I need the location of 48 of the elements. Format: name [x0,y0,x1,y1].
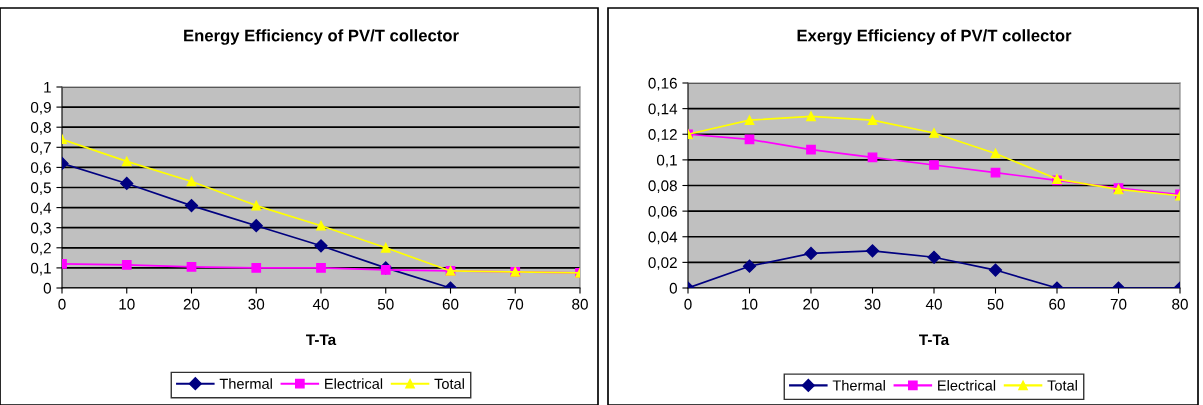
x-tick-label: 20 [803,298,819,310]
chart-title: Energy Efficiency of PV/T collector [184,29,459,45]
x-axis-title: T-Ta [306,334,337,346]
legend-label: Total [1047,379,1077,391]
y-tick-label: 0,12 [648,129,677,142]
y-tick-label: 0,1 [30,262,51,276]
legend-label: Thermal [832,379,885,391]
x-tick-label: 0 [684,298,692,310]
x-tick-label: 10 [119,298,135,310]
x-tick-label: 60 [1049,298,1065,310]
y-tick-label: 0,2 [30,242,51,256]
chart-title: Exergy Efficiency of PV/T collector [797,29,1072,45]
x-axis-title: T-Ta [919,334,950,346]
y-tick-label: 0,06 [648,205,677,219]
x-tick-label: 80 [1172,298,1188,310]
y-tick-label: 0,14 [648,103,678,117]
y-tick-label: 0,8 [30,122,51,135]
x-tick-label: 70 [507,298,524,310]
y-tick-label: 0,04 [648,231,678,245]
x-tick-label: 20 [183,298,200,310]
x-tick-label: 40 [312,298,329,310]
legend-label: Thermal [219,378,272,389]
y-tick-label: 0,7 [30,142,51,155]
y-tick-label: 0,1 [656,154,677,168]
y-tick-label: 0,02 [648,257,677,270]
legend-label: Electrical [938,379,996,391]
y-tick-label: 0,9 [30,101,51,115]
y-tick-label: 1 [44,82,51,93]
y-tick-label: 0,5 [30,182,51,195]
y-tick-label: 0,6 [30,162,51,175]
y-tick-label: 0,16 [648,77,677,91]
legend-label: Electrical [325,378,383,389]
y-tick-label: 0,3 [30,222,51,236]
y-tick-label: 0,08 [648,180,677,193]
x-tick-label: 50 [987,298,1004,310]
legend-label: Total [434,378,464,389]
y-tick-label: 0 [43,282,51,294]
x-tick-label: 10 [742,298,758,310]
x-tick-label: 80 [572,298,588,310]
x-tick-label: 60 [442,298,459,310]
y-tick-label: 0,4 [30,202,52,216]
x-tick-label: 50 [377,298,394,310]
x-tick-label: 70 [1110,298,1127,310]
x-tick-label: 40 [925,298,942,310]
x-tick-label: 30 [248,298,265,310]
x-tick-label: 0 [58,298,66,310]
y-tick-label: 0 [669,282,677,294]
x-tick-label: 30 [864,298,881,310]
